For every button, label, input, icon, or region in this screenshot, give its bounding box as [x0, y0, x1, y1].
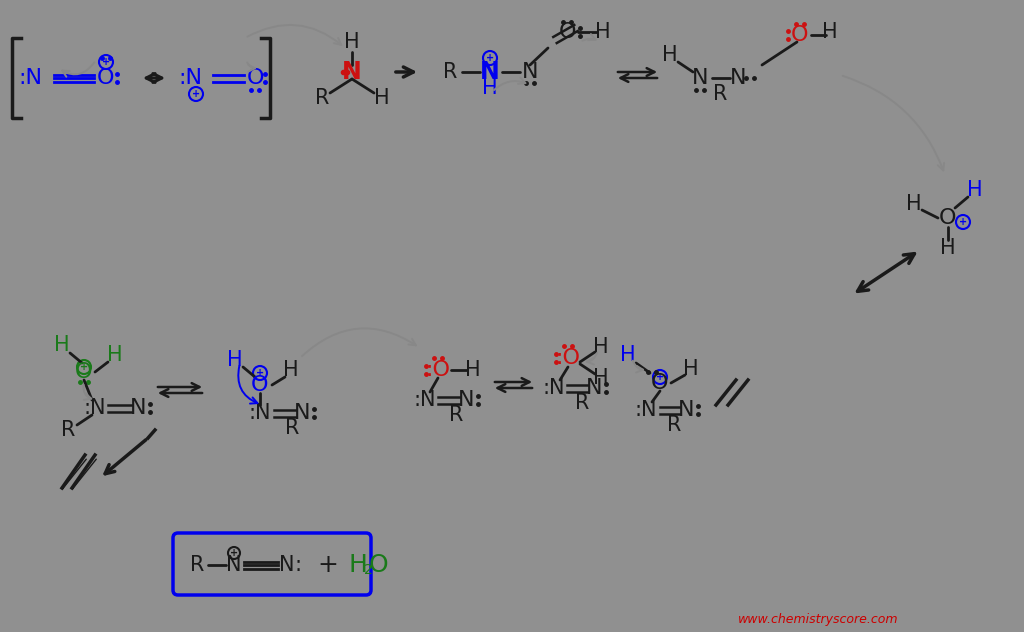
Text: :N: :N	[249, 403, 271, 423]
Text: N: N	[730, 68, 746, 88]
Text: +: +	[486, 53, 494, 63]
Text: H: H	[593, 368, 609, 388]
Text: H: H	[284, 360, 299, 380]
Text: H: H	[344, 32, 359, 52]
Text: H: H	[822, 22, 838, 42]
Text: H: H	[227, 350, 243, 370]
Text: +: +	[317, 553, 339, 577]
Text: N: N	[458, 390, 474, 410]
Text: :N: :N	[178, 68, 202, 88]
Text: N: N	[280, 555, 295, 575]
Text: :N: :N	[635, 400, 657, 420]
Text: www.chemistryscore.com: www.chemistryscore.com	[738, 614, 898, 626]
Text: R: R	[285, 418, 299, 438]
Text: N: N	[294, 403, 310, 423]
Text: O: O	[246, 68, 264, 88]
Text: N: N	[342, 60, 361, 84]
Text: R: R	[574, 393, 589, 413]
Text: +: +	[80, 362, 88, 372]
Text: R: R	[667, 415, 681, 435]
Text: R: R	[314, 88, 329, 108]
Text: H: H	[348, 553, 368, 577]
Text: :N: :N	[84, 398, 106, 418]
Text: N: N	[480, 60, 500, 84]
Text: +: +	[230, 548, 238, 558]
Text: H: H	[374, 88, 390, 108]
Text: H: H	[465, 360, 481, 380]
Text: R: R	[442, 62, 457, 82]
Text: O: O	[369, 553, 388, 577]
Text: N: N	[522, 62, 539, 82]
Text: +: +	[102, 57, 110, 67]
Text: R: R	[189, 555, 204, 575]
Text: O: O	[939, 208, 956, 228]
Text: O: O	[558, 22, 575, 42]
Text: H: H	[593, 337, 609, 357]
Text: H: H	[968, 180, 983, 200]
Text: 2: 2	[364, 563, 373, 577]
Text: O: O	[251, 375, 268, 395]
Text: :N: :N	[18, 68, 42, 88]
Text: :O: :O	[555, 348, 581, 368]
Text: :O: :O	[426, 360, 451, 380]
Text: :N: :N	[414, 390, 436, 410]
Text: H: H	[663, 45, 678, 65]
Text: +: +	[958, 217, 967, 227]
Text: O: O	[651, 373, 669, 393]
Text: H: H	[940, 238, 955, 258]
Text: H: H	[621, 345, 636, 365]
Text: +: +	[656, 372, 664, 382]
Text: O: O	[75, 362, 93, 382]
Text: N: N	[130, 398, 146, 418]
Text: O: O	[97, 68, 115, 88]
Text: H: H	[683, 359, 698, 379]
Text: N: N	[678, 400, 694, 420]
Text: N: N	[586, 378, 602, 398]
Text: N: N	[226, 555, 242, 575]
FancyBboxPatch shape	[173, 533, 371, 595]
Text: H: H	[906, 194, 922, 214]
Text: :: :	[295, 555, 301, 575]
Text: H: H	[54, 335, 70, 355]
Text: :N: :N	[543, 378, 565, 398]
Text: R: R	[449, 405, 463, 425]
Text: H: H	[595, 22, 610, 42]
Text: +: +	[191, 89, 200, 99]
Text: H: H	[482, 78, 498, 98]
Text: O: O	[792, 25, 809, 45]
Text: R: R	[60, 420, 75, 440]
Text: +: +	[256, 368, 264, 378]
Text: R: R	[713, 84, 727, 104]
Text: N: N	[692, 68, 709, 88]
Text: H: H	[108, 345, 123, 365]
